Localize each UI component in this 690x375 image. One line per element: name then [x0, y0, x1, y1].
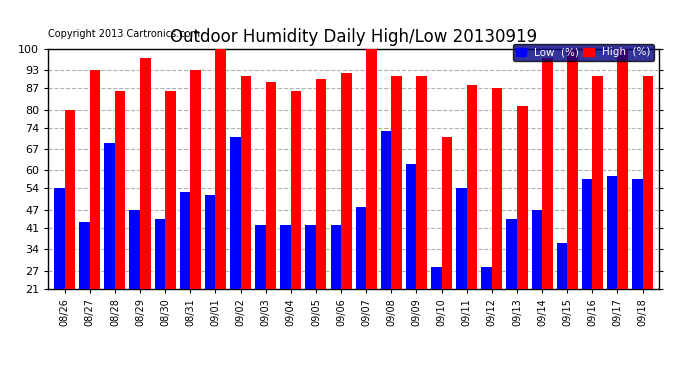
Bar: [381, 131, 391, 289]
Bar: [355, 207, 366, 289]
Bar: [290, 91, 302, 289]
Bar: [632, 179, 642, 289]
Bar: [542, 58, 553, 289]
Bar: [54, 189, 65, 289]
Bar: [190, 70, 201, 289]
Bar: [280, 225, 290, 289]
Bar: [331, 225, 341, 289]
Bar: [492, 88, 502, 289]
Bar: [104, 143, 115, 289]
Bar: [130, 210, 140, 289]
Bar: [582, 179, 592, 289]
Bar: [466, 85, 477, 289]
Bar: [642, 76, 653, 289]
Bar: [65, 110, 75, 289]
Bar: [215, 49, 226, 289]
Bar: [366, 49, 377, 289]
Bar: [517, 106, 528, 289]
Bar: [391, 76, 402, 289]
Text: Copyright 2013 Cartronics.com: Copyright 2013 Cartronics.com: [48, 29, 200, 39]
Bar: [506, 219, 517, 289]
Bar: [482, 267, 492, 289]
Bar: [90, 70, 100, 289]
Bar: [417, 76, 427, 289]
Bar: [341, 73, 352, 289]
Bar: [442, 137, 452, 289]
Bar: [266, 82, 276, 289]
Title: Outdoor Humidity Daily High/Low 20130919: Outdoor Humidity Daily High/Low 20130919: [170, 28, 538, 46]
Bar: [531, 210, 542, 289]
Bar: [79, 222, 90, 289]
Bar: [406, 164, 417, 289]
Bar: [316, 79, 326, 289]
Bar: [205, 195, 215, 289]
Bar: [230, 137, 241, 289]
Bar: [618, 49, 628, 289]
Bar: [179, 192, 190, 289]
Bar: [557, 243, 567, 289]
Bar: [306, 225, 316, 289]
Bar: [592, 76, 603, 289]
Legend: Low  (%), High  (%): Low (%), High (%): [513, 44, 653, 61]
Bar: [255, 225, 266, 289]
Bar: [165, 91, 176, 289]
Bar: [241, 76, 251, 289]
Bar: [155, 219, 165, 289]
Bar: [115, 91, 126, 289]
Bar: [567, 49, 578, 289]
Bar: [431, 267, 442, 289]
Bar: [140, 58, 150, 289]
Bar: [607, 176, 618, 289]
Bar: [456, 189, 466, 289]
